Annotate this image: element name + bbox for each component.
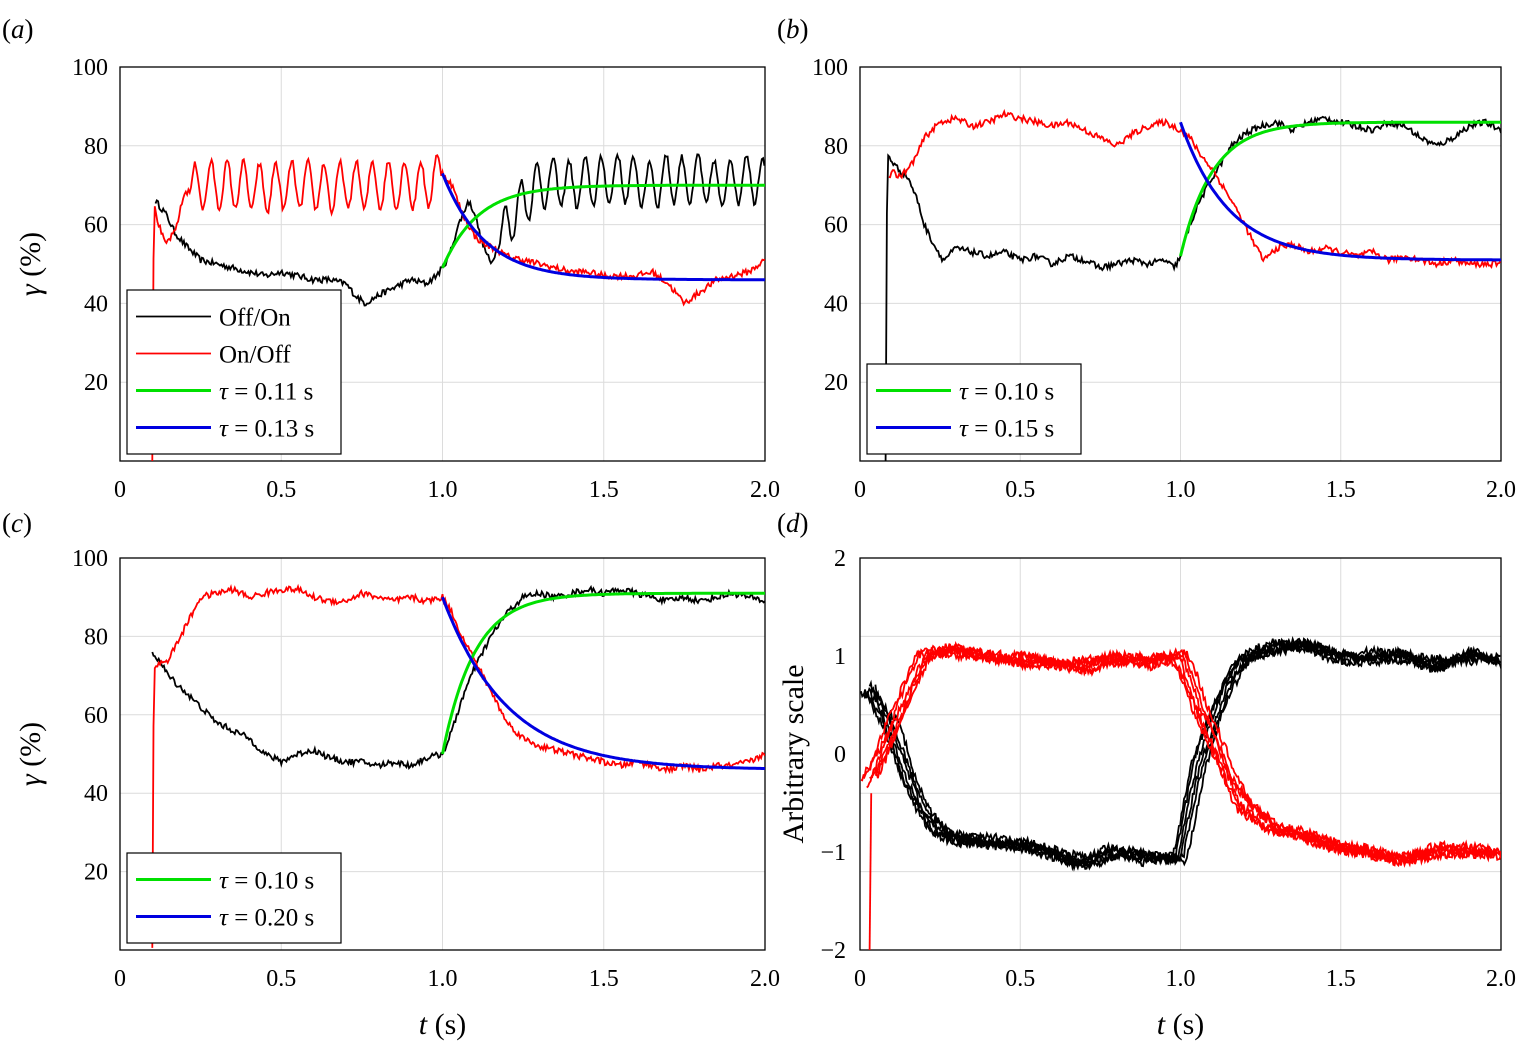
series-off-on [154, 151, 765, 307]
y-tick-label: 80 [824, 134, 848, 160]
y-tick-label: 100 [72, 546, 108, 572]
plot-frame [119, 66, 766, 462]
y-tick-label: 20 [824, 370, 848, 396]
x-tick-label: 0.5 [266, 477, 296, 503]
fit-curve [441, 591, 765, 755]
x-tick-label: 0 [114, 477, 126, 503]
plot-area [151, 583, 765, 948]
fit-curve [441, 596, 765, 770]
x-tick-label: 1.0 [1166, 966, 1196, 992]
y-tick-label: −2 [820, 938, 846, 964]
x-tick-label: 1.5 [589, 966, 619, 992]
x-tick-label: 2.0 [750, 477, 780, 503]
plot-frame [859, 557, 1502, 951]
x-axis-label: t (s) [419, 1008, 467, 1041]
series-trace [868, 635, 1501, 863]
y-axis-label: γ (%) [14, 722, 47, 786]
legend-label: Off/On [219, 305, 291, 332]
x-tick-label: 2.0 [1486, 966, 1516, 992]
panel-label: (d) [777, 508, 809, 538]
legend-label: τ = 0.13 s [219, 416, 314, 443]
y-tick-label: 40 [824, 291, 848, 317]
x-tick-label: 2.0 [1486, 477, 1516, 503]
x-tick-label: 0.5 [1005, 966, 1035, 992]
x-tick-label: 0.5 [1005, 477, 1035, 503]
x-tick-label: 1.5 [589, 477, 619, 503]
legend: τ = 0.10 s τ = 0.20 s [126, 852, 342, 944]
legend-box [866, 363, 1082, 455]
y-tick-label: −1 [820, 840, 846, 866]
y-tick-label: 20 [84, 860, 108, 886]
x-tick-label: 1.5 [1326, 966, 1356, 992]
legend-label: On/Off [219, 342, 291, 369]
y-axis-label: γ (%) [14, 232, 47, 296]
x-tick-label: 0 [854, 966, 866, 992]
series-trace [871, 638, 1501, 871]
plot-area [884, 108, 1501, 461]
panel-label: (b) [777, 14, 809, 44]
series-off-on [151, 584, 765, 771]
panel-label: (a) [2, 14, 34, 44]
plot-frame [119, 557, 766, 951]
legend-label: τ = 0.20 s [219, 905, 314, 932]
y-tick-label: 40 [84, 781, 108, 807]
x-tick-label: 2.0 [750, 966, 780, 992]
legend-label: τ = 0.15 s [959, 416, 1054, 443]
y-tick-label: 100 [72, 55, 108, 81]
y-tick-label: 60 [84, 703, 108, 729]
y-tick-label: 20 [84, 370, 108, 396]
series-trace [860, 643, 1493, 865]
y-tick-label: 0 [834, 742, 846, 768]
plot-area [151, 151, 765, 461]
x-tick-label: 1.5 [1326, 477, 1356, 503]
y-tick-label: 100 [812, 55, 848, 81]
fit-curve [1179, 120, 1501, 257]
x-tick-label: 1.0 [428, 477, 458, 503]
series-trace [874, 645, 1501, 866]
x-tick-label: 0 [114, 966, 126, 992]
x-tick-label: 1.0 [428, 966, 458, 992]
series-trace [866, 644, 1499, 863]
x-tick-label: 0 [854, 477, 866, 503]
series-trace [874, 638, 1501, 871]
panel-a: 0 0.5 1.0 1.5 2.0 20 40 60 80 100 (a) γ (%) Off/On On… [2, 14, 780, 503]
plot-frame [859, 66, 1502, 462]
series-on-off [888, 108, 1501, 270]
y-tick-label: 80 [84, 624, 108, 650]
y-axis-label: Arbitrary scale [777, 664, 810, 843]
x-tick-label: 0.5 [266, 966, 296, 992]
series-on-off [151, 154, 765, 461]
series-on-off [151, 583, 765, 948]
plot-area [860, 635, 1501, 950]
series-trace [862, 644, 1496, 868]
panel-c: 0 0.5 1.0 1.5 2.0 20 40 60 80 100 (c) γ (%) t (s) τ =… [2, 508, 780, 1041]
y-tick-label: 80 [84, 134, 108, 160]
y-tick-label: 40 [84, 291, 108, 317]
y-tick-label: 2 [834, 546, 846, 572]
panel-label: (c) [2, 508, 32, 538]
y-tick-label: 60 [84, 213, 108, 239]
legend: τ = 0.10 s τ = 0.15 s [866, 363, 1082, 455]
fit-curve [441, 183, 765, 269]
legend: Off/On On/Off τ = 0.11 s τ = 0.13 s [126, 289, 342, 455]
y-tick-label: 60 [824, 213, 848, 239]
fit-curve [441, 172, 765, 282]
legend-label: τ = 0.10 s [959, 379, 1054, 406]
fit-curve [1179, 121, 1501, 262]
series-trace-spike [868, 793, 873, 950]
y-tick-label: 1 [834, 644, 846, 670]
x-axis-label: t (s) [1157, 1008, 1205, 1041]
panel-d: 0 0.5 1.0 1.5 2.0 −2 −1 0 1 2 (d) Arbitrary scale t … [777, 508, 1516, 1041]
legend-label: τ = 0.10 s [219, 868, 314, 895]
legend-label: τ = 0.11 s [219, 379, 313, 406]
legend-box [126, 852, 342, 944]
x-tick-label: 1.0 [1166, 477, 1196, 503]
